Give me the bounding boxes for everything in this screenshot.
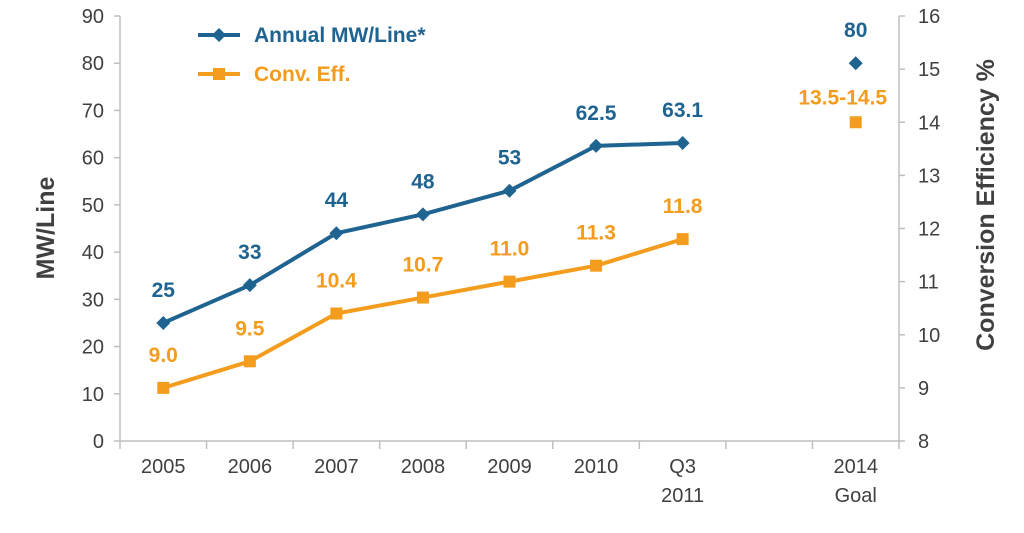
goal-point bbox=[848, 56, 863, 71]
legend-item-conv-eff: Conv. Eff. bbox=[198, 63, 350, 86]
series-annual-mw-line: 25 33 44 48 53 62.5 63.1 80 bbox=[152, 19, 867, 330]
x-tick-label: 2014 bbox=[833, 456, 878, 478]
right-axis-ticks: 8 9 10 11 12 13 14 15 16 bbox=[899, 6, 940, 453]
right-tick-label: 8 bbox=[918, 431, 929, 453]
data-label: 44 bbox=[325, 189, 349, 212]
right-tick-label: 16 bbox=[918, 6, 940, 28]
left-tick-label: 60 bbox=[82, 148, 104, 170]
left-axis-title: MW/Line bbox=[32, 177, 60, 280]
left-tick-label: 70 bbox=[82, 100, 104, 122]
x-tick-label: 2006 bbox=[228, 456, 273, 478]
data-point bbox=[503, 275, 516, 288]
right-tick-label: 11 bbox=[918, 272, 939, 294]
right-axis-title: Conversion Efficiency % bbox=[972, 59, 1000, 351]
right-tick-label: 15 bbox=[918, 59, 940, 81]
legend-swatch-marker bbox=[213, 68, 225, 80]
legend-label: Annual MW/Line* bbox=[254, 24, 426, 47]
data-label: 53 bbox=[498, 147, 521, 170]
data-point bbox=[502, 183, 517, 198]
data-point bbox=[590, 259, 603, 272]
data-label: 33 bbox=[238, 241, 261, 264]
data-point bbox=[675, 136, 690, 151]
left-tick-label: 80 bbox=[82, 53, 104, 75]
data-point bbox=[156, 315, 171, 330]
x-tick-label: Goal bbox=[835, 485, 877, 507]
goal-point bbox=[849, 116, 862, 129]
legend: Annual MW/Line* Conv. Eff. bbox=[198, 24, 426, 86]
data-point bbox=[589, 138, 604, 153]
x-tick-label: 2009 bbox=[487, 456, 532, 478]
x-tick-label: 2011 bbox=[661, 485, 704, 507]
data-label: 62.5 bbox=[576, 102, 617, 125]
x-tick-label: 2010 bbox=[574, 456, 619, 478]
data-point bbox=[242, 278, 257, 293]
data-point bbox=[415, 207, 430, 222]
right-tick-label: 9 bbox=[918, 378, 929, 400]
left-tick-label: 40 bbox=[82, 242, 104, 264]
goal-label: 13.5-14.5 bbox=[798, 86, 887, 109]
data-label: 9.0 bbox=[149, 344, 178, 367]
data-point bbox=[676, 233, 689, 246]
data-point bbox=[243, 355, 256, 368]
x-tick-label: 2008 bbox=[401, 456, 446, 478]
left-axis-ticks: 0 10 20 30 40 50 60 70 80 90 bbox=[82, 6, 120, 453]
x-tick-label: Q3 bbox=[669, 456, 696, 478]
left-tick-label: 0 bbox=[93, 431, 104, 453]
legend-swatch-marker bbox=[212, 28, 226, 42]
data-label: 11.8 bbox=[663, 195, 703, 218]
data-label: 48 bbox=[411, 170, 435, 193]
data-point bbox=[157, 381, 170, 394]
axes bbox=[119, 16, 900, 442]
data-label: 25 bbox=[152, 279, 176, 302]
legend-label: Conv. Eff. bbox=[254, 63, 350, 86]
data-label: 63.1 bbox=[662, 99, 703, 122]
left-tick-label: 20 bbox=[82, 337, 104, 359]
data-label: 10.7 bbox=[403, 254, 444, 277]
series-layer: 25 33 44 48 53 62.5 63.1 80 9.0 9.5 10.4 10.7 11.0 11… bbox=[149, 19, 887, 394]
legend-item-annual-mw-line: Annual MW/Line* bbox=[198, 24, 426, 47]
right-tick-label: 12 bbox=[918, 219, 940, 241]
data-point bbox=[330, 307, 343, 320]
data-label: 11.3 bbox=[576, 222, 616, 245]
x-axis-ticks: 2005 2006 2007 2008 2009 2010 Q3 2011 2014 Goal bbox=[119, 441, 900, 507]
right-tick-label: 13 bbox=[918, 165, 940, 187]
right-tick-label: 10 bbox=[918, 325, 940, 347]
goal-label: 80 bbox=[844, 19, 867, 42]
data-label: 11.0 bbox=[490, 238, 530, 261]
left-tick-label: 10 bbox=[82, 384, 104, 406]
x-tick-label: 2005 bbox=[141, 456, 186, 478]
x-tick-label: 2007 bbox=[314, 456, 359, 478]
left-tick-label: 30 bbox=[82, 289, 104, 311]
data-label: 9.5 bbox=[235, 317, 265, 340]
left-tick-label: 90 bbox=[82, 6, 104, 28]
right-tick-label: 14 bbox=[918, 112, 940, 134]
data-point bbox=[416, 291, 429, 304]
data-point bbox=[329, 226, 344, 241]
series-conv-eff: 9.0 9.5 10.4 10.7 11.0 11.3 11.8 13.5-14.5 bbox=[149, 86, 887, 394]
data-label: 10.4 bbox=[316, 270, 357, 293]
left-tick-label: 50 bbox=[82, 195, 104, 217]
